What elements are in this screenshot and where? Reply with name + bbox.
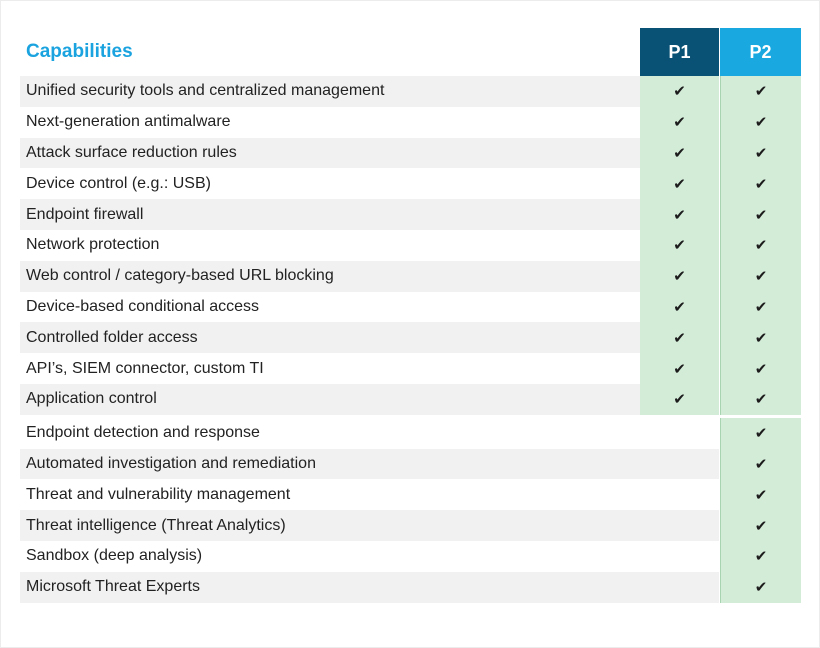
capability-label: Web control / category-based URL blockin… [20, 260, 640, 292]
capability-label: Application control [20, 383, 640, 415]
p2-check-icon: ✔ [720, 260, 801, 292]
p1-check-icon: ✔ [640, 291, 719, 323]
table-row: Controlled folder access ✔ ✔ [20, 322, 801, 354]
p1-empty-cell [640, 418, 719, 449]
p1-check-icon: ✔ [640, 383, 719, 415]
p2-check-icon: ✔ [720, 106, 801, 138]
p1-empty-cell [640, 479, 719, 510]
p2-check-icon: ✔ [720, 540, 801, 572]
p1-check-icon: ✔ [640, 260, 719, 292]
table-row: Microsoft Threat Experts ✔ [20, 571, 801, 603]
capability-label: Unified security tools and centralized m… [20, 76, 640, 107]
capability-label: Network protection [26, 236, 160, 254]
p1-check-icon: ✔ [640, 322, 719, 354]
p2-check-icon: ✔ [720, 383, 801, 415]
capability-label: Controlled folder access [20, 322, 640, 354]
p2-check-icon: ✔ [720, 417, 801, 449]
p2-check-icon: ✔ [720, 76, 801, 107]
capability-label: Device-based conditional access [26, 297, 260, 315]
p2-check-icon: ✔ [720, 479, 801, 511]
plan-1-header: P1 [640, 28, 719, 76]
p2-check-icon: ✔ [720, 448, 801, 480]
table-body: Unified security tools and centralized m… [20, 76, 801, 603]
p1-check-icon: ✔ [640, 76, 719, 107]
p1-empty-cell [640, 448, 719, 480]
p1-check-icon: ✔ [640, 168, 719, 200]
p2-check-icon: ✔ [720, 229, 801, 261]
capabilities-table: Capabilities P1 P2 Unified security tool… [20, 28, 801, 603]
capability-label: Threat intelligence (Threat Analytics) [20, 510, 640, 541]
capabilities-title: Capabilities [26, 41, 133, 62]
table-row: Device-based conditional access ✔ ✔ [20, 291, 801, 323]
p1-empty-cell [640, 541, 719, 572]
table-row: Automated investigation and remediation ✔ [20, 448, 801, 480]
table-row: Endpoint firewall ✔ ✔ [20, 199, 801, 230]
table-header: Capabilities P1 P2 [20, 28, 801, 76]
capability-label: Sandbox (deep analysis) [26, 547, 203, 565]
table-row: API’s, SIEM connector, custom TI ✔ ✔ [20, 353, 801, 384]
table-row: Web control / category-based URL blockin… [20, 260, 801, 292]
p2-check-icon: ✔ [720, 137, 801, 169]
table-row: Next-generation antimalware ✔ ✔ [20, 106, 801, 138]
p1-check-icon: ✔ [640, 106, 719, 138]
table-row: Device control (e.g.: USB) ✔ ✔ [20, 168, 801, 200]
p2-check-icon: ✔ [720, 199, 801, 230]
table-row: Attack surface reduction rules ✔ ✔ [20, 137, 801, 169]
table-row: Unified security tools and centralized m… [20, 76, 801, 107]
p2-check-icon: ✔ [720, 353, 801, 384]
p2-check-icon: ✔ [720, 322, 801, 354]
p2-check-icon: ✔ [720, 168, 801, 200]
p1-empty-cell [640, 510, 719, 541]
p1-check-icon: ✔ [640, 353, 719, 384]
table-row: Sandbox (deep analysis) ✔ [20, 540, 801, 572]
p1-check-icon: ✔ [640, 137, 719, 169]
capability-label: Endpoint detection and response [26, 424, 260, 442]
capability-label: Threat and vulnerability management [26, 485, 291, 503]
capability-label: Next-generation antimalware [26, 113, 231, 131]
p2-check-icon: ✔ [720, 510, 801, 541]
capability-label: Attack surface reduction rules [20, 137, 640, 169]
plan-2-header: P2 [720, 28, 801, 76]
capability-label: Device control (e.g.: USB) [26, 174, 211, 192]
p1-check-icon: ✔ [640, 199, 719, 230]
capability-label: Automated investigation and remediation [20, 448, 640, 480]
p2-check-icon: ✔ [720, 291, 801, 323]
p1-empty-cell [640, 571, 719, 603]
table-row: Network protection ✔ ✔ [20, 229, 801, 261]
capability-label: Endpoint firewall [20, 199, 640, 230]
table-row: Threat and vulnerability management ✔ [20, 479, 801, 511]
table-row: Endpoint detection and response ✔ [20, 417, 801, 449]
capability-label: API’s, SIEM connector, custom TI [26, 359, 264, 377]
p1-check-icon: ✔ [640, 229, 719, 261]
table-row: Threat intelligence (Threat Analytics) ✔ [20, 510, 801, 541]
p2-check-icon: ✔ [720, 571, 801, 603]
capability-label: Microsoft Threat Experts [20, 571, 640, 603]
table-row: Application control ✔ ✔ [20, 383, 801, 415]
